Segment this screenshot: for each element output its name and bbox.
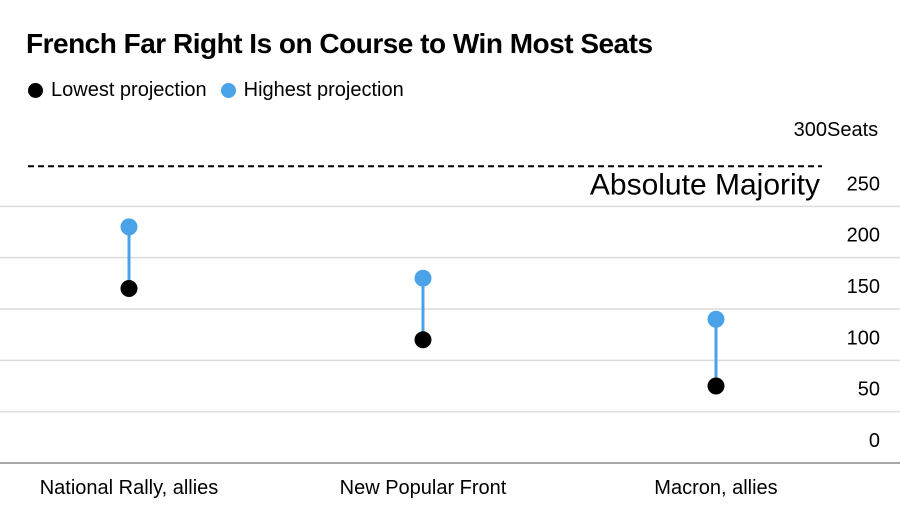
y-tick-label: 300	[794, 119, 827, 141]
legend-dot-lowest	[28, 83, 43, 98]
y-tick-label: 0	[869, 430, 880, 452]
legend-item-lowest: Lowest projection	[28, 79, 207, 102]
lowest-projection-point	[414, 331, 432, 349]
legend-label-highest: Highest projection	[243, 79, 404, 101]
highest-projection-point	[707, 310, 725, 328]
y-tick-label: 150	[847, 276, 880, 298]
x-category-label: National Rally, allies	[40, 477, 219, 499]
legend-dot-highest	[220, 83, 236, 98]
lowest-projection-point	[707, 377, 725, 395]
y-tick-label: 200	[847, 225, 880, 247]
y-tick-label: 250	[847, 173, 880, 195]
chart-title: French Far Right Is on Course to Win Mos…	[26, 28, 653, 59]
y-unit-label: Seats	[827, 119, 878, 141]
lowest-projection-point	[120, 279, 138, 297]
legend-label-lowest: Lowest projection	[51, 79, 207, 101]
legend: Lowest projection Highest projection	[28, 79, 418, 102]
y-tick-label: 50	[858, 379, 880, 401]
x-category-label: New Popular Front	[340, 477, 507, 499]
highest-projection-point	[414, 269, 432, 287]
majority-reference-label: Absolute Majority	[590, 168, 820, 201]
x-category-label: Macron, allies	[654, 477, 777, 499]
legend-item-highest: Highest projection	[220, 79, 404, 102]
highest-projection-point	[120, 218, 138, 236]
y-tick-label: 100	[847, 327, 880, 349]
